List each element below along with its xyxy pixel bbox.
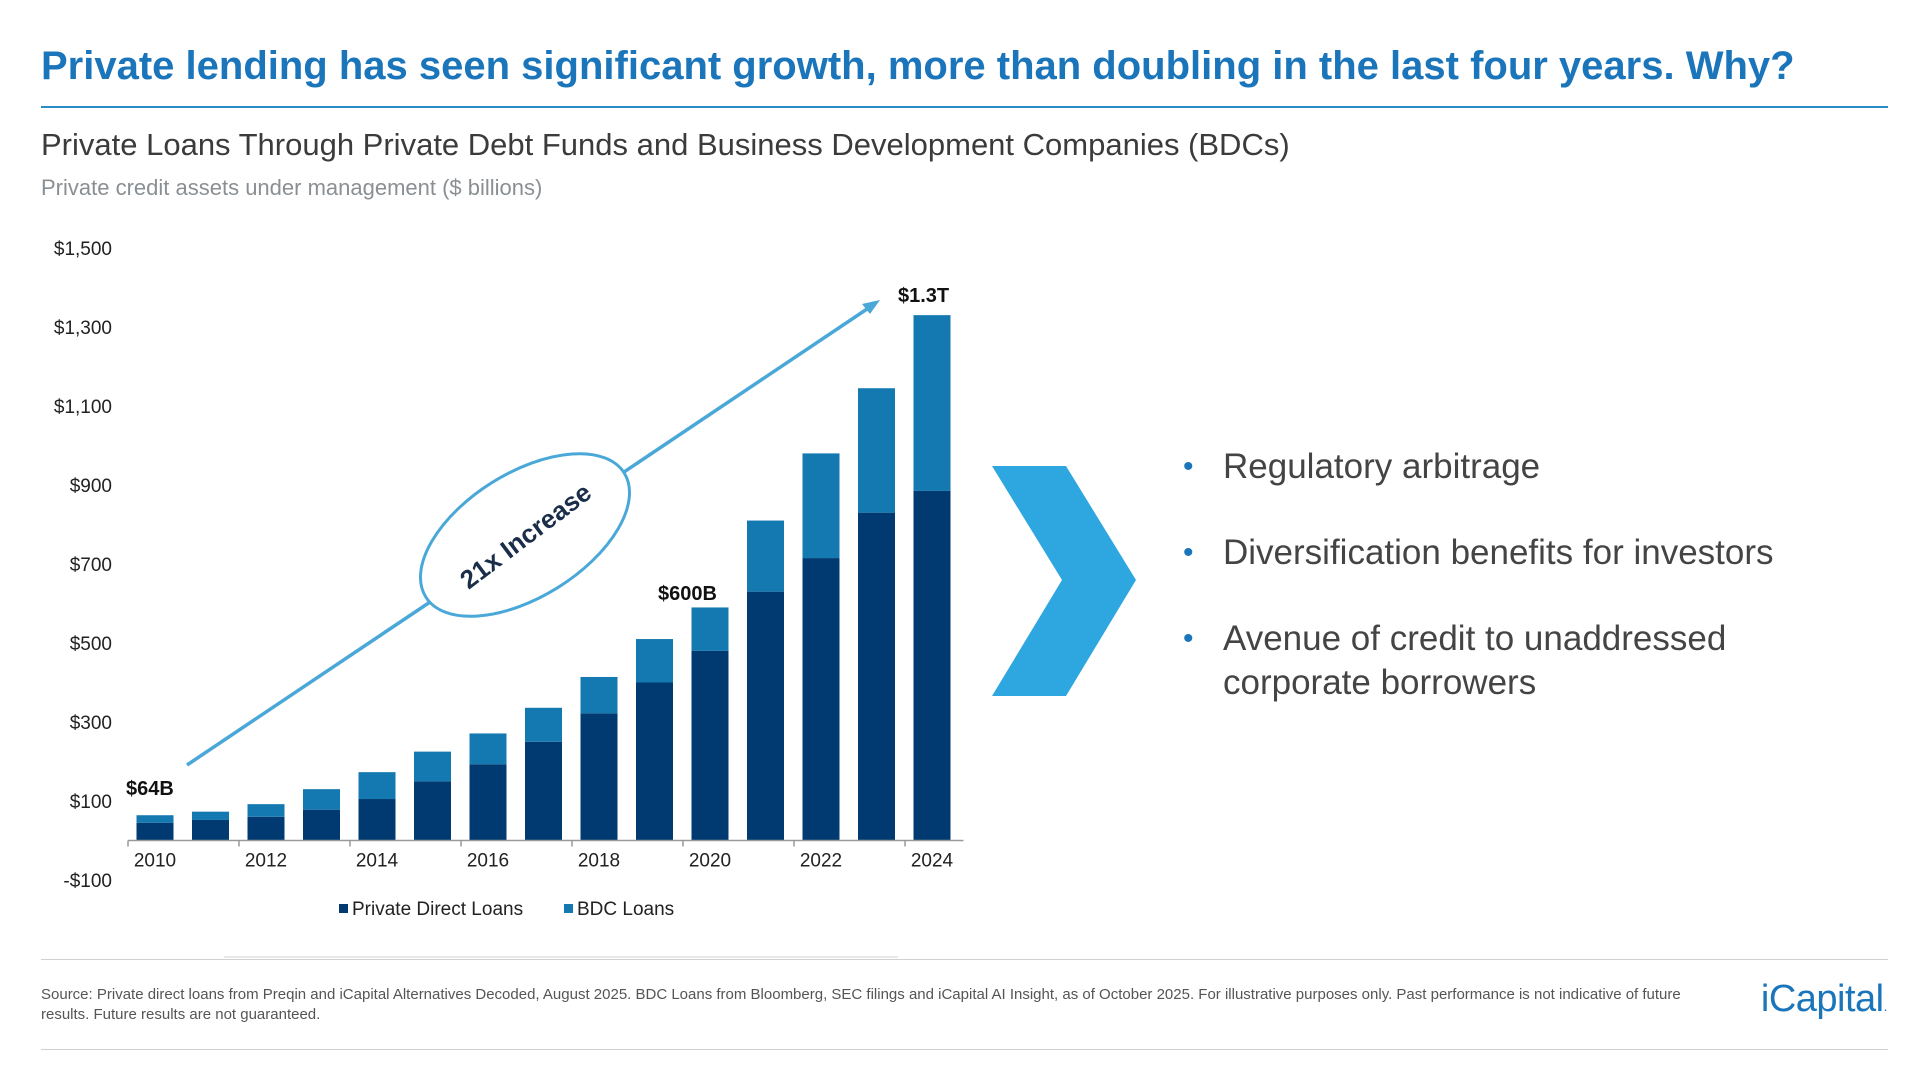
reason-text: Avenue of credit to unaddressed corporat… <box>1223 619 1727 702</box>
legend-label-private-direct: Private Direct Loans <box>352 899 523 920</box>
bar-bdc-loans <box>414 751 451 782</box>
bar-private-direct-loans <box>802 558 840 841</box>
bar-private-direct-loans <box>913 490 951 841</box>
reason-item: • Regulatory arbitrage <box>1175 445 1875 489</box>
bar-private-direct-loans <box>747 591 784 841</box>
icapital-logo: iCapital. <box>1760 978 1888 1021</box>
bar-private-direct-loans <box>636 682 673 841</box>
start-value-label: $64B <box>126 778 174 800</box>
bar-private-direct-loans <box>414 781 451 841</box>
bar-private-direct-loans <box>136 822 174 841</box>
growth-arrow-head <box>862 300 880 314</box>
mid-value-label: $600B <box>658 583 717 605</box>
x-tick-label: 2012 <box>245 851 287 872</box>
bar-private-direct-loans <box>580 713 618 841</box>
y-tick-label: $1,500 <box>54 239 112 260</box>
y-tick-label: $700 <box>70 555 112 576</box>
bar-bdc-loans <box>747 520 784 592</box>
chart-title: Private Loans Through Private Debt Funds… <box>41 127 1290 162</box>
bar-bdc-loans <box>192 811 229 820</box>
x-tick-label: 2024 <box>911 851 954 872</box>
reason-item: • Avenue of credit to unaddressed corpor… <box>1175 617 1875 705</box>
bar-private-direct-loans <box>858 512 895 841</box>
y-tick-label: $500 <box>70 634 112 655</box>
bar-private-direct-loans <box>358 799 396 841</box>
chart-unit-caption: Private credit assets under management (… <box>41 175 543 200</box>
x-tick-label: 2020 <box>689 851 731 872</box>
bar-bdc-loans <box>802 453 840 559</box>
reasons-list: • Regulatory arbitrage • Diversification… <box>1175 445 1875 747</box>
y-tick-label: $900 <box>70 476 112 497</box>
bar-bdc-loans <box>580 676 618 714</box>
footer-divider-bottom <box>41 1049 1888 1050</box>
bar-bdc-loans <box>525 707 562 742</box>
brand-wordmark: iCapital <box>1760 978 1884 1020</box>
y-tick-label: $1,300 <box>54 318 112 339</box>
bar-bdc-loans <box>303 789 340 810</box>
growth-ellipse <box>418 452 632 618</box>
chevron-right-icon <box>992 466 1136 696</box>
bar-bdc-loans <box>691 607 729 651</box>
legend-swatch-bdc <box>564 904 573 913</box>
bar-bdc-loans <box>358 772 396 800</box>
chart-legend: Private Direct Loans BDC Loans <box>339 899 674 920</box>
bar-bdc-loans <box>136 815 174 823</box>
x-tick-label: 2016 <box>467 851 509 872</box>
x-tick-label: 2010 <box>134 851 176 872</box>
bullet-icon: • <box>1183 622 1194 655</box>
headline: Private lending has seen significant gro… <box>41 44 1795 88</box>
bar-private-direct-loans <box>192 819 229 841</box>
bars <box>136 315 951 841</box>
headline-divider <box>41 106 1888 108</box>
bar-private-direct-loans <box>469 764 507 841</box>
y-axis: $1,500 $1,300 $1,100 $900 $700 $500 $300 $100 -$… <box>54 239 112 892</box>
bar-bdc-loans <box>247 804 285 817</box>
bar-bdc-loans <box>913 315 951 491</box>
footer-divider-top <box>41 959 1888 960</box>
x-tick-label: 2014 <box>356 851 399 872</box>
bar-bdc-loans <box>636 639 673 683</box>
reason-text: Regulatory arbitrage <box>1223 447 1541 486</box>
bullet-icon: • <box>1183 536 1194 569</box>
y-tick-label: $100 <box>70 792 112 813</box>
bar-private-direct-loans <box>303 809 340 841</box>
bar-bdc-loans <box>858 388 895 513</box>
x-tick-label: 2018 <box>578 851 620 872</box>
y-tick-label: -$100 <box>63 871 112 892</box>
y-tick-label: $300 <box>70 713 112 734</box>
bullet-icon: • <box>1183 450 1194 483</box>
bar-bdc-loans <box>469 733 507 765</box>
source-footnote: Source: Private direct loans from Preqin… <box>41 986 1681 1023</box>
x-axis: 2010 2012 2014 2016 2018 2020 2022 2024 <box>127 840 954 872</box>
bar-private-direct-loans <box>247 816 285 841</box>
bar-private-direct-loans <box>691 650 729 841</box>
bar-private-direct-loans <box>525 741 562 841</box>
reason-item: • Diversification benefits for investors <box>1175 531 1875 575</box>
end-value-label: $1.3T <box>898 285 949 307</box>
legend-label-bdc: BDC Loans <box>577 899 674 920</box>
y-tick-label: $1,100 <box>54 397 112 418</box>
brand-mark: . <box>1883 998 1888 1014</box>
x-tick-label: 2022 <box>800 851 842 872</box>
reason-text: Diversification benefits for investors <box>1223 533 1774 572</box>
legend-swatch-private-direct <box>339 904 348 913</box>
